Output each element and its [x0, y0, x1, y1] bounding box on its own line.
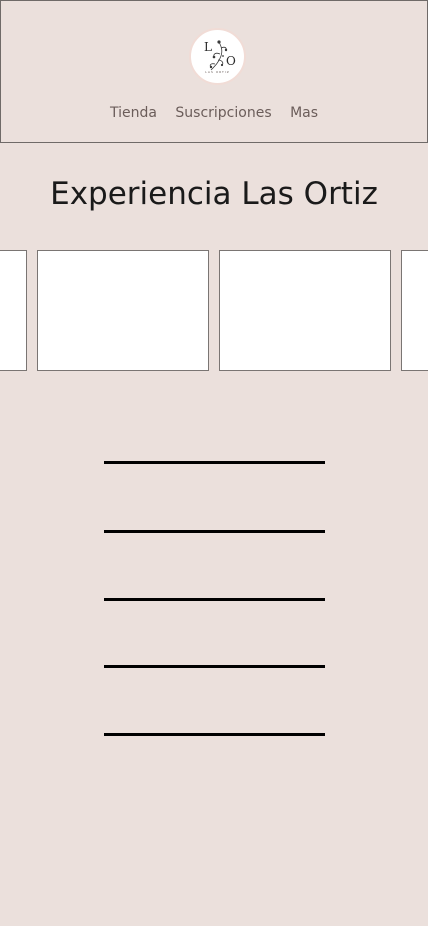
carousel-card[interactable] — [0, 250, 27, 371]
site-header: L O LAS ORTIZ Tienda Suscripciones Mas — [0, 0, 428, 143]
divider-line — [104, 598, 325, 601]
page-title: Experiencia Las Ortiz — [50, 176, 378, 212]
main-nav: Tienda Suscripciones Mas — [1, 105, 427, 121]
nav-item-tienda[interactable]: Tienda — [109, 105, 157, 121]
divider-line — [104, 733, 325, 736]
logo-letter-l: L — [204, 40, 212, 54]
carousel-card[interactable] — [401, 250, 428, 371]
logo-letter-o: O — [226, 54, 236, 68]
divider-line — [104, 665, 325, 668]
floral-emblem-icon — [209, 40, 228, 71]
nav-item-suscripciones[interactable]: Suscripciones — [175, 105, 272, 121]
brand-logo[interactable]: L O LAS ORTIZ — [189, 28, 246, 85]
carousel-card[interactable] — [37, 250, 209, 371]
carousel-card[interactable] — [219, 250, 391, 371]
nav-item-mas[interactable]: Mas — [290, 105, 319, 121]
logo-small-text: LAS ORTIZ — [205, 70, 230, 74]
divider-line — [104, 461, 325, 464]
divider-line — [104, 530, 325, 533]
